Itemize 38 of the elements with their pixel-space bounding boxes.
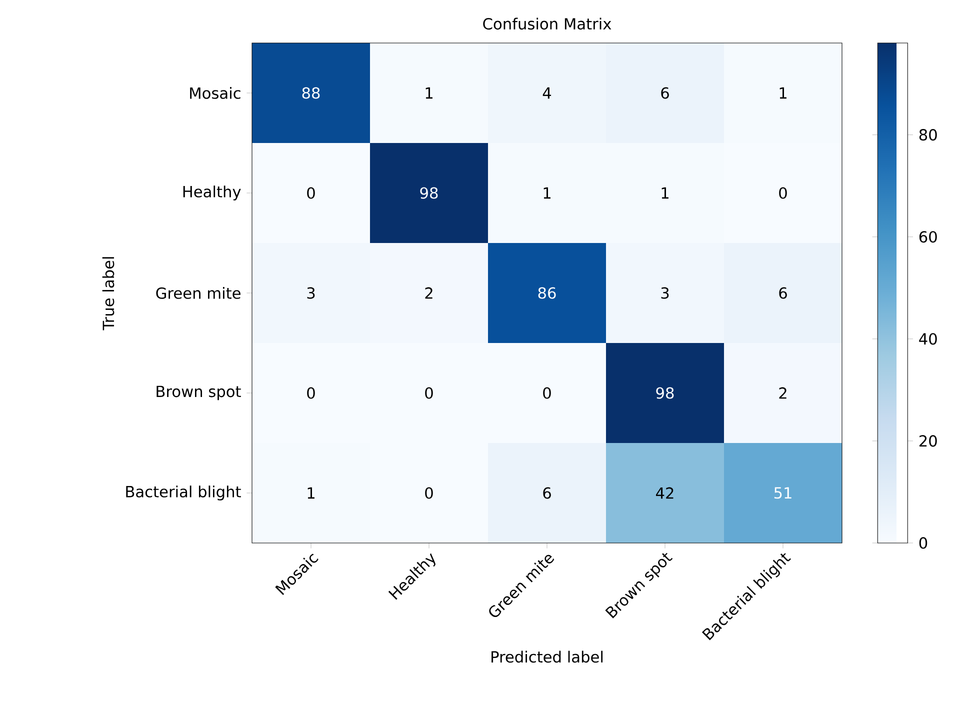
- data-label: 0: [307, 387, 315, 399]
- data-label: 1: [544, 187, 550, 199]
- data-label: 0: [425, 487, 433, 499]
- data-label: 1: [426, 87, 432, 99]
- data-label: 6: [543, 487, 551, 499]
- color-bar-label: 20: [919, 435, 937, 447]
- color-bar-label: 40: [919, 333, 937, 345]
- data-label: 3: [307, 287, 315, 299]
- y-tick-label: Green mite: [156, 287, 240, 299]
- data-label: 6: [779, 287, 787, 299]
- color-bar-label: 60: [919, 231, 937, 243]
- data-label: 98: [420, 187, 438, 199]
- data-label: 2: [779, 387, 786, 399]
- y-tick-label: Brown spot: [156, 386, 241, 400]
- y-tick-label: Healthy: [183, 186, 241, 200]
- data-label: 86: [538, 287, 556, 299]
- data-label: 6: [661, 87, 669, 99]
- data-label: 51: [774, 487, 792, 499]
- data-label: 0: [307, 187, 315, 199]
- data-label: 98: [656, 387, 674, 399]
- data-label: 2: [425, 287, 432, 299]
- x-axis-title: Predicted label: [492, 650, 603, 663]
- data-label: 1: [308, 487, 314, 499]
- data-label: 4: [542, 87, 552, 99]
- color-bar-label: 80: [919, 129, 937, 141]
- y-tick-label: Bacterial blight: [126, 486, 241, 500]
- color-bar-label: 0: [919, 537, 928, 549]
- data-label: 3: [661, 287, 669, 299]
- data-label: 88: [302, 87, 320, 99]
- y-tick-label: Mosaic: [190, 87, 240, 99]
- data-label: 42: [656, 487, 674, 499]
- data-label: 1: [662, 187, 668, 199]
- data-label: 0: [779, 187, 787, 199]
- chart-title: Confusion Matrix: [483, 18, 612, 30]
- data-label: 0: [543, 387, 551, 399]
- y-axis-title: True label: [102, 257, 114, 330]
- data-label: 0: [425, 387, 433, 399]
- data-label: 1: [780, 87, 786, 99]
